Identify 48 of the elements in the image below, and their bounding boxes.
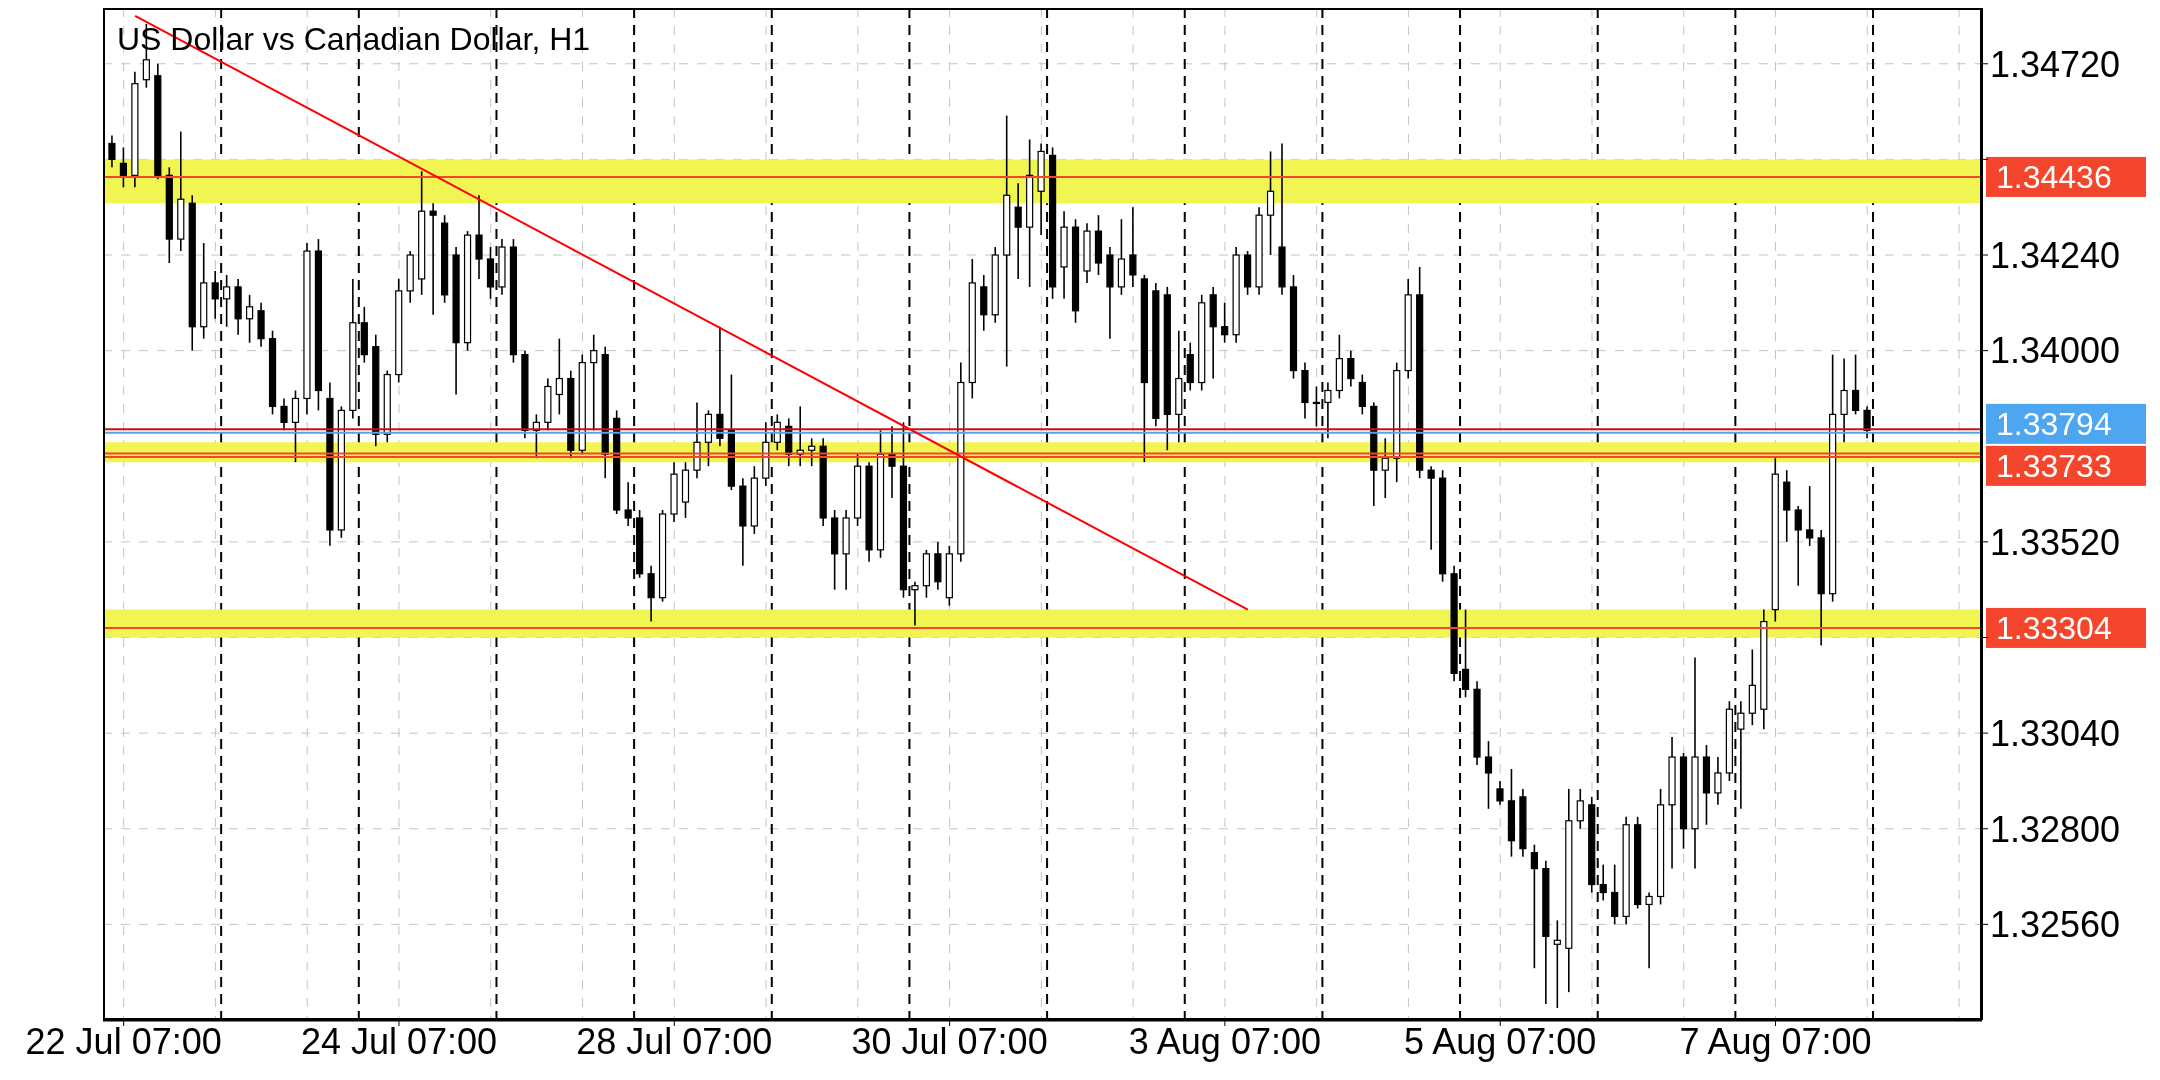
candlestick [475,194,483,280]
ref-line-label: 1.33733 [1996,447,2112,484]
candlestick [1347,349,1355,388]
candlestick [1221,302,1229,344]
candlestick [1714,756,1722,806]
candlestick [1530,843,1538,969]
candlestick [1129,206,1137,288]
ref-line-label: 1.33794 [1996,405,2112,442]
candlestick [1645,891,1653,969]
y-tick-label: 1.34000 [1990,330,2121,372]
candlestick [429,202,437,316]
x-tick-label: 7 Aug 07:00 [1679,1020,1872,1062]
candlestick [555,337,563,416]
candlestick [1014,182,1022,280]
candlestick [808,437,816,467]
candlestick [1484,740,1493,810]
x-tick-label: 24 Jul 07:00 [300,1020,498,1062]
candlestick [647,565,655,623]
candlestick [1266,150,1275,256]
candlestick [888,425,896,499]
candlestick [1553,919,1561,1009]
y-tick-label: 1.34240 [1990,234,2121,276]
x-tick-label: 30 Jul 07:00 [851,1020,1048,1062]
candlestick [1381,437,1389,499]
candlestick [1840,357,1848,444]
candlestick [1611,863,1619,926]
candlestick [1851,353,1860,416]
x-tick-label: 28 Jul 07:00 [576,1020,773,1062]
candlestick [1358,373,1366,416]
candlestick [1794,505,1802,587]
candlestick [1576,788,1584,830]
x-tick-label: 22 Jul 07:00 [25,1020,222,1062]
candlestick [119,146,128,189]
x-tick-label: 3 Aug 07:00 [1128,1020,1321,1062]
x-tick-label: 5 Aug 07:00 [1404,1020,1597,1062]
y-tick-label: 1.33520 [1990,521,2121,563]
candlestick [1496,780,1504,806]
y-tick-label: 1.34720 [1990,43,2121,85]
candlestick [1806,485,1814,547]
ref-line-label: 1.34436 [1996,158,2112,195]
candlestick [108,134,116,169]
y-tick-label: 1.33040 [1990,712,2121,754]
candlestick [246,294,254,344]
candlestick [1427,465,1435,551]
ref-line-label: 1.33304 [1996,609,2112,646]
candlestick [291,389,300,463]
y-tick-label: 1.32560 [1990,904,2121,946]
y-tick-label: 1.32800 [1990,808,2121,850]
